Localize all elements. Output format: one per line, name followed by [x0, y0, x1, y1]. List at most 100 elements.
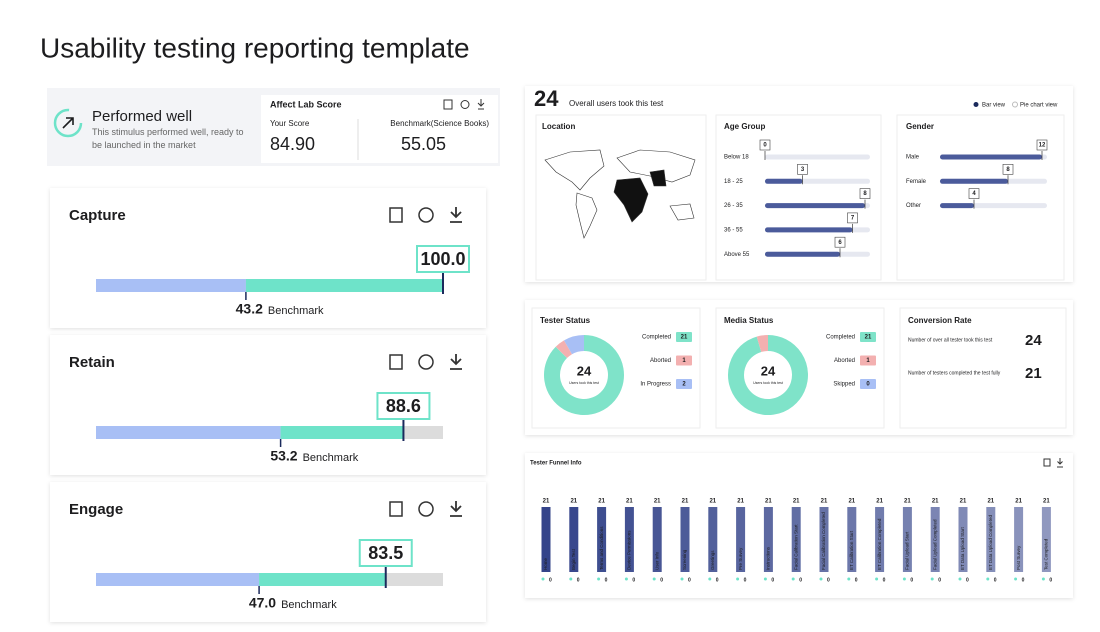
funnel-dropoff: 0	[966, 577, 969, 583]
donut-total-label: Users took this test	[569, 381, 599, 385]
affect-title: Affect Lab Score	[270, 99, 342, 109]
dropoff-dot	[819, 577, 823, 581]
funnel-bar	[986, 507, 996, 572]
bar	[940, 203, 974, 209]
card-title: Tester Status	[540, 316, 591, 325]
funnel-value: 21	[598, 499, 605, 505]
value-box	[847, 212, 858, 224]
report-icon[interactable]	[389, 207, 403, 223]
dropoff-dot	[791, 577, 795, 581]
funnel-bar	[1041, 507, 1051, 572]
category-label: Below 18	[724, 155, 749, 161]
funnel-value: 21	[626, 499, 633, 505]
funnel-value: 21	[932, 499, 939, 505]
card-title: Location	[542, 122, 575, 131]
score-label: 83.5	[368, 543, 403, 563]
info-icon[interactable]	[460, 100, 470, 109]
value-label: 4	[972, 191, 976, 197]
view-option[interactable]: Bar view	[982, 103, 1006, 109]
info-icon[interactable]	[418, 501, 434, 517]
report-icon[interactable]	[389, 501, 403, 517]
dropoff-dot	[1041, 577, 1045, 581]
funnel-value: 21	[737, 499, 744, 505]
donut-segment	[756, 335, 769, 353]
donut-segment	[728, 335, 808, 415]
funnel-value: 21	[709, 499, 716, 505]
card-title: Conversion Rate	[908, 316, 972, 325]
benchmark-value: 47.0	[249, 595, 276, 611]
conversion-label: Number of testers completed the test ful…	[908, 370, 1001, 376]
download-icon[interactable]	[1057, 458, 1063, 468]
funnel-bar	[541, 507, 551, 572]
score-box	[416, 245, 470, 273]
donut-total-label: Users took this test	[753, 381, 783, 385]
funnel-value: 21	[960, 499, 967, 505]
funnel-dropoff: 0	[910, 577, 913, 583]
gender-card	[896, 114, 1065, 281]
funnel-bar	[569, 507, 579, 572]
value-label: 3	[801, 167, 805, 173]
download-icon[interactable]	[450, 354, 462, 370]
funnel-bar	[791, 507, 801, 572]
info-icon[interactable]	[418, 354, 434, 370]
download-icon[interactable]	[477, 99, 485, 110]
dropoff-dot	[847, 577, 851, 581]
funnel-dropoff: 0	[716, 577, 719, 583]
legend-value: 0	[866, 382, 870, 388]
report-icon[interactable]	[443, 99, 453, 110]
map-africa	[613, 177, 649, 223]
value-label: 8	[1006, 167, 1010, 173]
funnel-step: ET Data Upload Completed	[988, 515, 993, 570]
view-radio[interactable]	[973, 102, 979, 107]
funnel-value: 21	[793, 499, 800, 505]
users-text: Overall users took this test	[569, 99, 664, 108]
value-box	[859, 188, 871, 199]
bar-track	[765, 154, 870, 160]
dropoff-dot	[569, 577, 573, 581]
report-icon[interactable]	[1043, 458, 1051, 467]
bar-benchmark	[96, 426, 281, 439]
funnel-step: Test Completed	[1044, 538, 1049, 570]
funnel-bar	[847, 507, 857, 572]
funnel-value: 21	[543, 499, 550, 505]
dropoff-dot	[763, 577, 767, 581]
conversion-value: 21	[1025, 365, 1042, 382]
funnel-bar	[652, 507, 662, 572]
report-icon[interactable]	[389, 354, 403, 370]
category-label: Male	[906, 155, 920, 161]
value-box	[968, 188, 980, 199]
funnel-bar	[902, 507, 912, 572]
view-radio[interactable]	[1012, 101, 1018, 108]
legend-badge	[860, 355, 876, 366]
legend-badge	[676, 379, 692, 389]
legend-value: 2	[682, 382, 686, 388]
dropoff-dot	[624, 577, 628, 581]
status-arrow	[62, 117, 74, 129]
info-icon[interactable]	[418, 207, 434, 223]
funnel-step: Device Permissions	[627, 530, 632, 570]
donut-segment	[555, 340, 573, 359]
benchmark-score: 55.05	[401, 134, 446, 154]
value-label: 8	[863, 191, 867, 197]
funnel-step: Facial Upload Completed	[932, 519, 937, 570]
funnel-value: 21	[876, 499, 883, 505]
funnel-bar	[875, 507, 885, 572]
bar	[765, 251, 840, 257]
funnel-step: Terms and Conditions	[599, 526, 604, 570]
funnel-step: Facial Calibration Start	[793, 524, 798, 570]
legend-value: 1	[682, 358, 686, 364]
bar-score	[280, 426, 404, 439]
funnel-step: Instructions	[766, 546, 771, 570]
funnel-value: 21	[1015, 499, 1022, 505]
your-score-label: Your Score	[270, 119, 310, 128]
card-title: Gender	[906, 122, 934, 131]
funnel-step: Screening	[682, 549, 687, 570]
funnel-value: 21	[570, 499, 577, 505]
download-icon[interactable]	[450, 207, 462, 223]
funnel-dropoff: 0	[632, 577, 635, 583]
view-option[interactable]: Pie chart view	[1020, 103, 1058, 109]
funnel-value: 21	[987, 499, 994, 505]
download-icon[interactable]	[450, 501, 462, 517]
dropoff-dot	[902, 577, 906, 581]
value-box	[1036, 139, 1048, 151]
